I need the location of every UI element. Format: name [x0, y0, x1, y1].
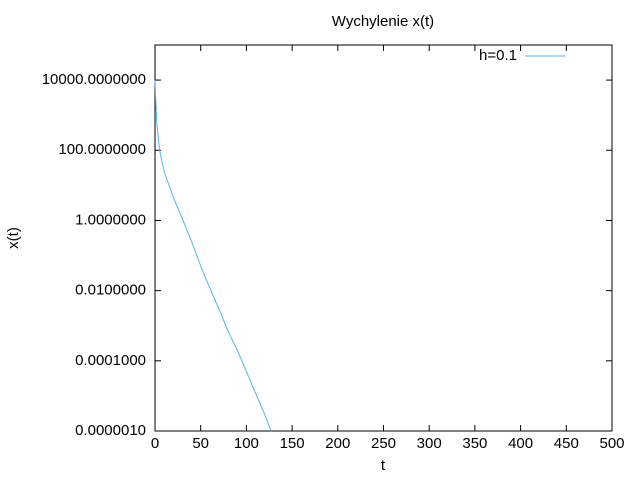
y-tick-label: 1.0000000: [75, 211, 146, 228]
plot-frame: [154, 44, 613, 432]
y-axis-label: x(t): [5, 227, 22, 249]
x-tick-label: 450: [554, 435, 579, 452]
y-tick-label: 0.0000010: [75, 422, 146, 439]
x-axis-label: t: [381, 457, 386, 474]
y-tick-label: 100.0000000: [58, 141, 146, 158]
y-tick-label: 0.0001000: [75, 352, 146, 369]
data-line: [154, 80, 272, 432]
legend-label: h=0.1: [479, 47, 517, 64]
chart-title: Wychylenie x(t): [332, 13, 434, 30]
x-tick-label: 150: [280, 435, 305, 452]
x-tick-label: 0: [151, 435, 159, 452]
x-tick-label: 100: [234, 435, 259, 452]
x-tick-label: 400: [508, 435, 533, 452]
y-tick-label: 10000.0000000: [42, 71, 146, 88]
x-tick-label: 500: [599, 435, 624, 452]
x-tick-label: 200: [325, 435, 350, 452]
x-tick-label: 50: [192, 435, 209, 452]
x-tick-label: 250: [371, 435, 396, 452]
y-tick-label: 0.0100000: [75, 282, 146, 299]
x-tick-label: 350: [462, 435, 487, 452]
x-tick-label: 300: [417, 435, 442, 452]
